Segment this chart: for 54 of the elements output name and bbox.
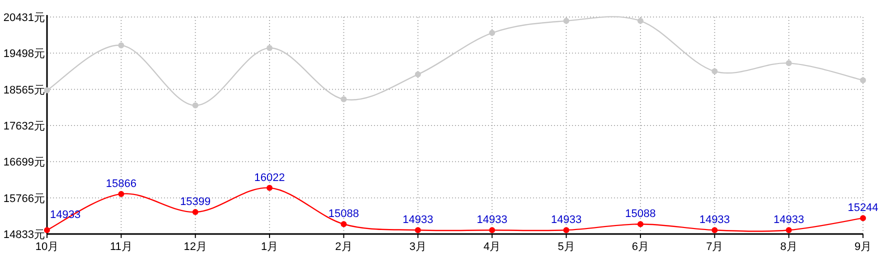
data-label: 15088: [625, 208, 656, 220]
y-tick-label: 18565元: [3, 84, 45, 96]
point: [637, 18, 644, 24]
point: [118, 190, 124, 197]
point: [266, 184, 273, 191]
x-tick-label: 12月: [184, 241, 207, 253]
data-label: 15088: [328, 208, 360, 220]
data-label: 14933: [699, 214, 730, 226]
point: [44, 87, 50, 94]
data-label: 14933: [476, 214, 508, 226]
point: [414, 227, 421, 234]
y-tick-label: 19498元: [3, 48, 45, 60]
point: [786, 227, 792, 234]
x-tick-label: 7月: [706, 241, 724, 253]
x-tick-label: 10月: [35, 241, 59, 253]
x-tick-label: 9月: [854, 241, 872, 253]
point: [637, 221, 644, 228]
y-tick-label: 20431元: [3, 12, 45, 24]
point: [340, 221, 347, 228]
point: [489, 30, 496, 36]
point: [712, 227, 718, 234]
point: [414, 71, 421, 78]
x-tick-label: 2月: [335, 241, 352, 253]
x-tick-label: 5月: [558, 241, 575, 253]
data-label: 14933: [774, 214, 804, 226]
x-tick-label: 1月: [260, 241, 278, 253]
point: [563, 18, 570, 24]
point: [563, 227, 570, 234]
data-label: 14933: [550, 214, 582, 226]
data-label: 15866: [106, 178, 136, 190]
point: [118, 42, 124, 48]
data-label: 15399: [180, 196, 211, 208]
x-tick-label: 4月: [484, 241, 501, 253]
y-tick-label: 14833元: [3, 229, 45, 241]
y-tick-label: 16699元: [3, 156, 45, 169]
x-tick-label: 3月: [409, 241, 426, 253]
point: [340, 96, 347, 102]
y-tick-label: 15766元: [3, 192, 45, 205]
x-tick-label: 6月: [632, 241, 650, 253]
point: [192, 209, 198, 216]
y-tick-label: 17632元: [3, 120, 45, 132]
point: [192, 102, 198, 108]
data-label: 14933: [402, 214, 434, 226]
point: [712, 68, 718, 74]
point: [860, 77, 866, 84]
point: [489, 227, 496, 234]
point: [266, 45, 273, 52]
point: [860, 215, 866, 222]
data-label: 15244: [848, 202, 878, 214]
x-tick-label: 8月: [780, 241, 798, 253]
x-tick-label: 11月: [110, 241, 132, 253]
point: [786, 60, 792, 66]
data-label: 16022: [254, 172, 285, 184]
point: [44, 227, 50, 234]
